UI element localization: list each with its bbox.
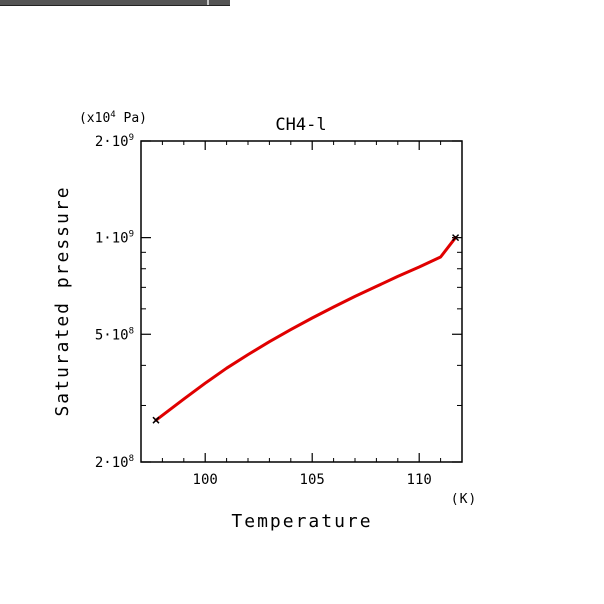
series-line — [154, 236, 458, 422]
x-axis-unit: (K) — [451, 492, 477, 507]
y-axis-label: Saturated pressure — [52, 185, 73, 416]
endpoint-marker — [152, 416, 160, 424]
x-tick-label: 100 — [193, 472, 218, 488]
endpoint-marker — [452, 234, 460, 242]
y-tick-label: 2·108 — [95, 454, 134, 471]
y-tick-label: 1·109 — [95, 230, 134, 247]
y-axis-ticks: 2·108 5·108 1·109 2·109 — [95, 133, 462, 471]
y-unit-exponent: 4 — [110, 110, 115, 120]
y-tick-label: 2·109 — [95, 133, 134, 150]
y-axis-unit: (x104 Pa) — [79, 110, 147, 126]
y-unit-prefix: (x10 — [79, 111, 110, 126]
x-axis-ticks: 100 105 110 — [193, 141, 432, 488]
y-tick-label: 5·108 — [95, 326, 134, 343]
x-axis-label: Temperature — [231, 511, 372, 532]
titlebar-divider — [207, 0, 209, 5]
series-layer — [154, 236, 458, 422]
chart-title: CH4-l — [275, 115, 326, 135]
x-tick-label: 105 — [300, 472, 325, 488]
y-unit-suffix: Pa) — [116, 111, 147, 126]
x-tick-label: 110 — [407, 472, 432, 488]
minor-ticks — [140, 141, 463, 462]
window-titlebar — [0, 0, 230, 6]
marker-layer — [152, 234, 460, 424]
plot-frame — [140, 140, 463, 463]
